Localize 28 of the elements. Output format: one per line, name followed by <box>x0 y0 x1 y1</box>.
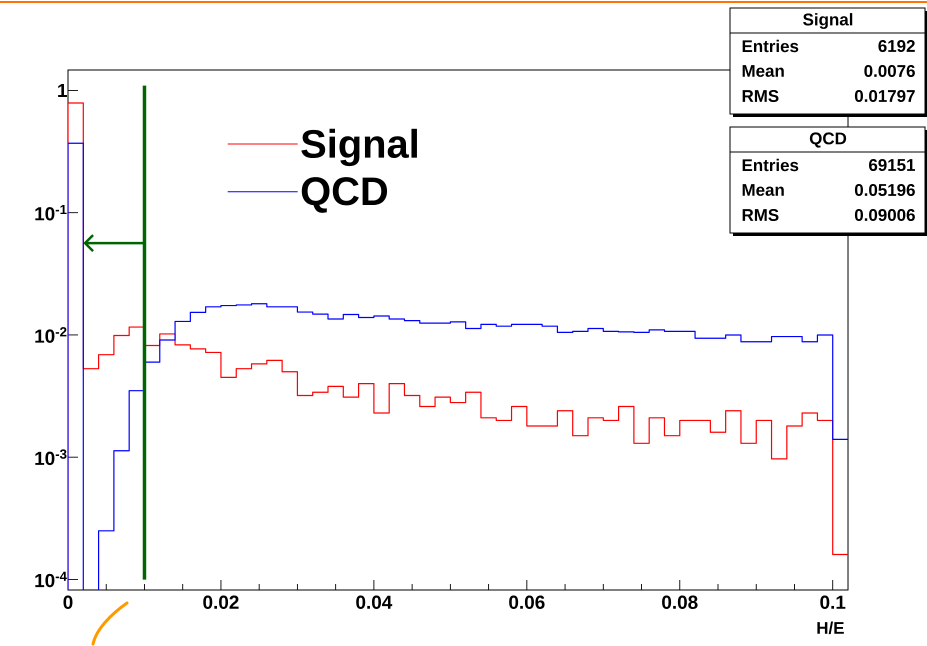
annotation: RMS <box>742 209 779 222</box>
x-tick-label: 0.02 <box>203 596 239 610</box>
annotation: Mean <box>742 65 784 78</box>
x-tick-label: 0 <box>63 596 72 610</box>
text: Signal <box>803 13 852 30</box>
y-tick-label: 1 <box>58 84 67 98</box>
y-tick-label: 10$^{-1}$ <box>35 205 67 221</box>
text: 69151 <box>869 159 916 172</box>
annotation: Entries <box>742 159 798 172</box>
y-tick-label: 10$^{-3}$ <box>35 450 67 466</box>
legend-label: Signal <box>301 129 417 166</box>
text: 0.09006 <box>854 209 915 222</box>
x-axis-title: H/E <box>817 622 844 634</box>
x-tick-label: 0.08 <box>662 596 698 610</box>
annotation: QCD <box>810 132 846 148</box>
y-tick-label: 10$^{-4}$ <box>35 572 67 588</box>
legend-label: QCD <box>302 177 388 214</box>
annotation: Mean <box>742 184 784 196</box>
y-tick-label: 10$^{-2}$ <box>35 327 66 344</box>
x-tick-label: 0.06 <box>509 596 545 610</box>
text: 0.01797 <box>854 90 915 102</box>
x-tick-label: 0.04 <box>356 596 392 610</box>
text: 0.05196 <box>854 184 915 196</box>
x-tick-label: 0.1 <box>820 596 846 610</box>
text: 6192 <box>878 40 915 52</box>
text: 0.0076 <box>864 65 915 78</box>
text: Entries <box>742 40 798 52</box>
annotation: RMS <box>742 90 779 102</box>
